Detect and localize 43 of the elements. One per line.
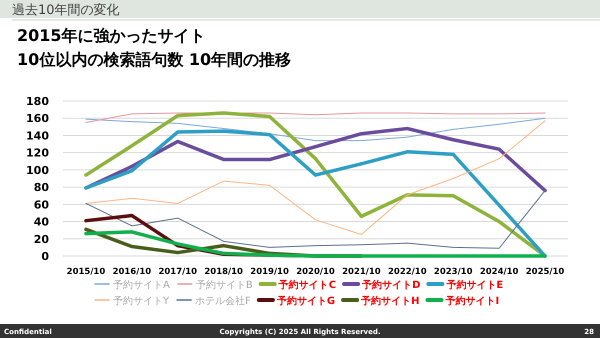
legend-label: 予約サイトG: [276, 295, 336, 307]
legend-label: 予約サイトY: [113, 296, 170, 307]
x-tick-label: 2024/10: [480, 267, 519, 277]
x-tick-label: 2025/10: [526, 267, 564, 277]
y-tick-label: 20: [34, 232, 50, 246]
legend-item: 予約サイトI: [425, 296, 500, 307]
y-tick-label: 140: [26, 129, 50, 142]
legend-item: 予約サイトE: [426, 280, 504, 291]
x-tick-label: 2023/10: [434, 267, 473, 277]
y-tick-label: 60: [34, 198, 50, 212]
x-tick-label: 2017/10: [158, 267, 198, 277]
legend-item: ホテル会社F: [176, 296, 251, 307]
chart-subtitle: 2015年に強かったサイト 10位以内の検索語句数 10年間の推移: [17, 26, 292, 69]
y-tick-label: 40: [34, 216, 50, 229]
legend-label: 予約サイトE: [445, 279, 504, 291]
legend-label: 予約サイトC: [278, 279, 336, 291]
chart-title: 過去10年間の変化: [12, 2, 120, 18]
y-tick-label: 0: [41, 250, 50, 263]
y-tick-label: 180: [26, 95, 50, 108]
legend-item: 予約サイトY: [94, 296, 170, 307]
legend-label: 予約サイトA: [113, 280, 170, 291]
x-tick-label: 2021/10: [342, 267, 381, 277]
x-tick-label: 2019/10: [250, 267, 289, 277]
legend-item: 予約サイトB: [177, 280, 253, 291]
legend-label: 予約サイトH: [360, 295, 420, 307]
legend-label: 予約サイトI: [444, 295, 500, 307]
x-tick-label: 2018/10: [204, 267, 244, 277]
legend-item: 予約サイトH: [341, 296, 420, 307]
legend-label: 予約サイトD: [361, 279, 420, 291]
legend-item: 予約サイトC: [258, 280, 336, 291]
y-tick-label: 100: [26, 164, 50, 177]
y-tick-label: 160: [26, 112, 50, 126]
x-tick-label: 2015/10: [66, 267, 106, 277]
y-tick-label: 120: [26, 146, 50, 160]
y-tick-label: 80: [34, 181, 50, 194]
x-tick-label: 2016/10: [112, 267, 152, 277]
x-tick-label: 2022/10: [388, 267, 427, 277]
legend-item: 予約サイトD: [342, 280, 420, 291]
legend-label: 予約サイトB: [196, 280, 253, 291]
legend-item: 予約サイトG: [256, 296, 336, 307]
legend-item: 予約サイトA: [94, 280, 170, 291]
legend-label: ホテル会社F: [195, 295, 252, 307]
x-tick-label: 2020/10: [296, 267, 335, 277]
